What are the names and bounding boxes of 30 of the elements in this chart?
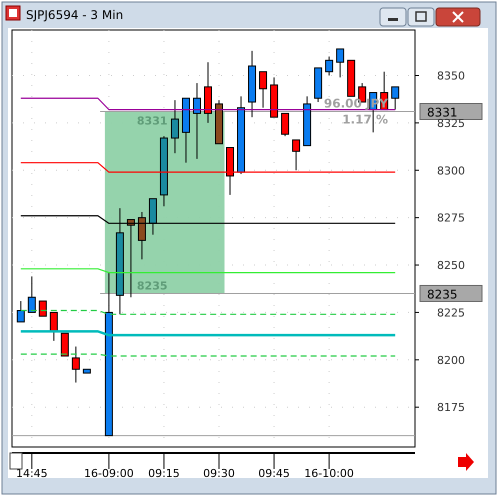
candlestick	[391, 86, 400, 110]
x-tick-label: 09:45	[258, 467, 290, 480]
candlestick	[170, 100, 179, 154]
y-tick-label: 8350	[437, 69, 465, 82]
x-tick-label: 16-10:00	[304, 467, 354, 480]
y-tick-label: 8225	[437, 306, 465, 320]
x-tick-label: 09:30	[203, 467, 235, 480]
x-tick-label: 16-09:00	[84, 467, 134, 480]
candlestick	[16, 300, 25, 322]
candlestick	[50, 312, 58, 342]
candlestick	[325, 56, 334, 76]
y-tick-label: 8300	[437, 164, 465, 178]
candlestick	[259, 71, 268, 108]
y-tick-label: 8200	[437, 354, 465, 367]
candlestick	[192, 82, 201, 160]
ref-line-label: 8235	[427, 287, 458, 302]
y-tick-label: 8175	[437, 401, 465, 414]
annotation: 96.00 JPY	[324, 96, 388, 111]
chart-title: SJPJ6594 - 3 Min	[26, 8, 124, 22]
candlestick	[336, 48, 344, 78]
y-tick-label: 8275	[437, 212, 465, 225]
x-tick-label: 14:45	[16, 467, 48, 480]
candlestick	[28, 276, 36, 313]
candlestick	[60, 332, 69, 357]
candlestick	[281, 112, 290, 137]
annotation: 1.17 %	[342, 112, 388, 127]
candlestick	[38, 300, 47, 317]
candlestick	[72, 346, 80, 384]
y-tick-label: 8250	[437, 259, 465, 272]
x-tick-label: 09:15	[148, 467, 180, 480]
